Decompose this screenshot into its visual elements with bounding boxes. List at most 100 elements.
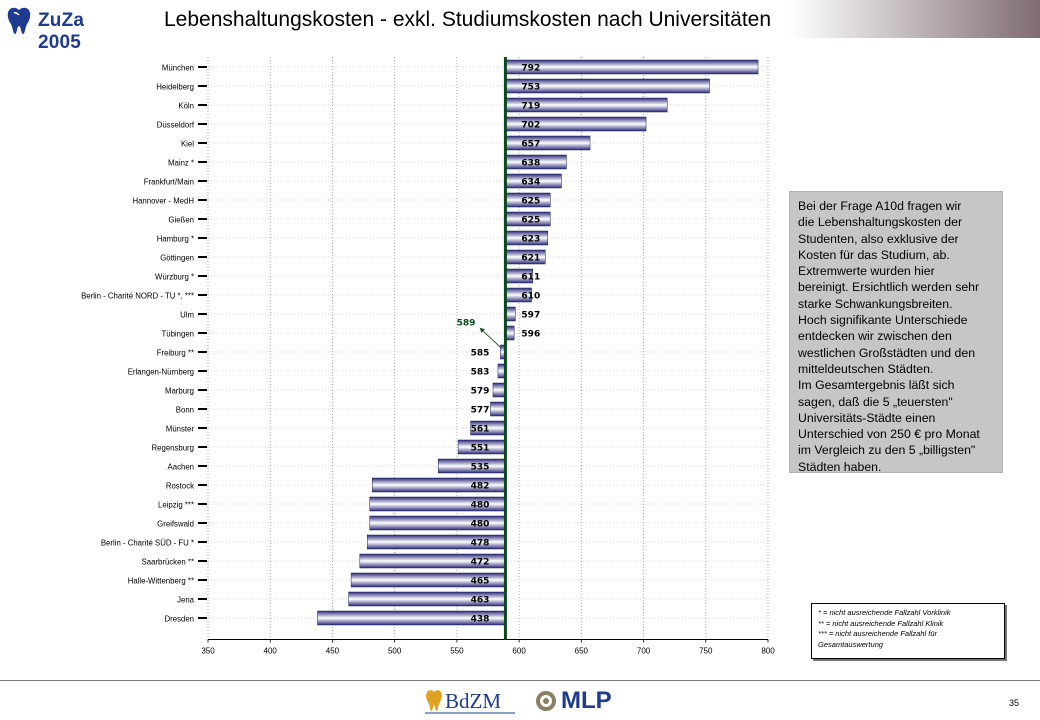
value-label: 753: [521, 83, 540, 93]
header: ZuZa 2005 Lebenshaltungskosten - exkl. S…: [0, 0, 1040, 53]
category-label: Ulm: [180, 311, 194, 320]
value-label: 719: [521, 102, 540, 112]
value-label: 702: [521, 121, 540, 131]
category-label: Göttingen: [160, 254, 194, 263]
bdzm-subline: [425, 712, 515, 714]
category-label: Rostock: [166, 482, 194, 491]
note-line: Extremwerte wurden hier: [798, 264, 935, 279]
reference-label: 589: [457, 318, 476, 328]
note-line: sagen, daß die 5 „teuersten": [798, 394, 953, 409]
x-tick-label: 600: [512, 647, 526, 656]
category-label: Jena: [177, 596, 195, 605]
value-label: 792: [521, 64, 540, 74]
bdzm-tooth-icon: [426, 690, 442, 711]
bdzm-logo: BdZM: [425, 686, 501, 716]
mlp-logo: MLP: [535, 686, 612, 716]
footer-logos: BdZM MLP: [425, 686, 625, 720]
note-line: Universitäts-Städte einen: [798, 410, 936, 425]
value-label: 535: [471, 463, 490, 473]
category-label: Freiburg **: [157, 349, 194, 358]
category-label: Mainz *: [168, 159, 194, 168]
note-line: Bei der Frage A10d fragen wir: [798, 199, 962, 213]
category-label: Münster: [166, 425, 195, 434]
value-label: 623: [521, 235, 540, 245]
value-label: 625: [521, 197, 540, 207]
value-label: 657: [521, 140, 540, 150]
zuza-logo: ZuZa 2005: [0, 0, 118, 53]
x-tick-label: 400: [264, 647, 278, 656]
note-line: Studenten, also exklusive der: [798, 231, 959, 246]
value-label: 610: [521, 292, 540, 302]
note-line: Städten haben.: [798, 459, 882, 474]
x-tick-label: 800: [761, 647, 775, 656]
value-label: 634: [521, 178, 540, 188]
footnote-2: ** = nicht ausreichende Fallzahl Klinik: [818, 618, 944, 628]
value-label: 482: [471, 482, 490, 492]
value-label: 579: [471, 387, 490, 397]
value-label: 551: [471, 444, 490, 454]
bar: [505, 59, 759, 75]
value-label: 577: [471, 406, 490, 416]
mlp-emblem-icon: [536, 691, 556, 711]
value-label: 621: [521, 254, 540, 264]
category-label: Erlangen-Nürnberg: [128, 368, 194, 377]
footnote-1: * = nicht ausreichende Fallzahl Vorklini…: [818, 608, 951, 617]
category-label: Düsseldorf: [157, 121, 195, 130]
value-label: 596: [521, 330, 540, 340]
x-tick-label: 350: [201, 647, 215, 656]
category-label: Köln: [178, 102, 194, 111]
category-label: Bonn: [176, 406, 194, 415]
value-label: 561: [471, 425, 490, 435]
category-label: Leipzig ***: [158, 501, 194, 510]
category-label: Würzburg *: [155, 273, 194, 282]
x-tick-label: 550: [450, 647, 464, 656]
value-label: 611: [521, 273, 540, 283]
category-label: Marburg: [165, 387, 194, 396]
bdzm-text: BdZM: [445, 688, 502, 713]
value-label: 478: [471, 539, 490, 549]
note-line: die Lebenshaltungskosten der: [798, 215, 963, 230]
value-label: 638: [521, 159, 540, 169]
category-label: Berlin - Charité NORD - TU *, ***: [81, 292, 194, 301]
footnote-3: *** = nicht ausreichende Fallzahl für: [818, 629, 938, 638]
footnote-4: Gesamtauswertung: [818, 639, 884, 649]
page-title: Lebenshaltungskosten - exkl. Studiumskos…: [164, 8, 772, 31]
bar: [492, 382, 506, 398]
value-label: 597: [521, 311, 540, 321]
category-label: Aachen: [168, 463, 194, 472]
category-label: Kiel: [181, 140, 194, 149]
header-gradient: [790, 0, 1040, 38]
category-label: München: [162, 64, 194, 73]
category-label: Regensburg: [152, 444, 194, 453]
page-number: 35: [1009, 698, 1020, 708]
value-label: 585: [471, 349, 490, 359]
x-tick-label: 500: [388, 647, 402, 656]
category-label: Greifswald: [157, 520, 194, 529]
mlp-text: MLP: [561, 687, 612, 714]
logo-text: ZuZa 2005: [38, 10, 85, 53]
category-label: Heidelberg: [156, 83, 194, 92]
category-label: Dresden: [165, 615, 194, 624]
value-label: 625: [521, 216, 540, 226]
note-line: Im Gesamtergebnis läßt sich: [798, 378, 955, 393]
category-label: Halle-Wittenberg **: [128, 577, 194, 586]
note-line: Kosten für das Studium, ab.: [798, 247, 950, 262]
footnote-legend: * = nicht ausreichende Fallzahl Vorklini…: [811, 603, 1005, 659]
note-line: mitteldeutschen Städten.: [798, 361, 934, 376]
note-line: bereinigt. Ersichtlich werden sehr: [798, 280, 980, 295]
category-label: Berlin - Charité SÜD - FU *: [101, 539, 194, 548]
value-label: 472: [471, 558, 490, 568]
x-tick-label: 700: [637, 647, 651, 656]
category-label: Hannover - MedH: [132, 197, 194, 206]
bar: [505, 135, 591, 151]
note-line: westlichen Großstädten und den: [798, 345, 976, 360]
bar-chart: 792 753 719 702 657 638 634 625 625 623 621 611 610 5…: [81, 57, 775, 656]
x-tick-label: 450: [326, 647, 340, 656]
note-line: Unterschied von 250 € pro Monat: [798, 427, 980, 442]
category-label: Frankfurt/Main: [144, 178, 194, 187]
value-label: 583: [471, 368, 490, 378]
footer-divider: [0, 680, 1040, 681]
note-line: entdecken wir zwischen den: [798, 329, 952, 344]
category-label: Gießen: [168, 216, 194, 225]
note-line: im Vergleich zu den 5 „billigsten": [798, 443, 976, 458]
